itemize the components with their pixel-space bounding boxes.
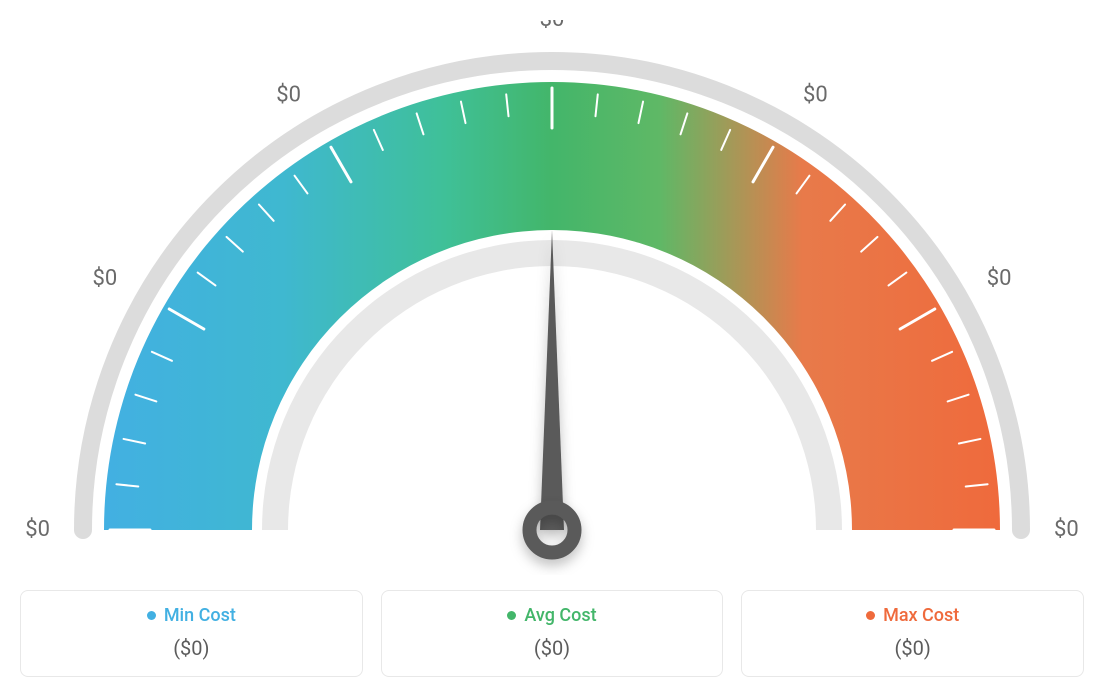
gauge-chart: $0 $0 $0 $0 $0 $0 $0 xyxy=(20,20,1084,580)
svg-text:$0: $0 xyxy=(276,82,301,107)
legend-text-min: Min Cost xyxy=(164,605,236,626)
gauge-svg: $0 $0 $0 $0 $0 $0 $0 xyxy=(20,20,1084,580)
svg-text:$0: $0 xyxy=(93,266,118,291)
svg-text:$0: $0 xyxy=(540,20,565,32)
legend-text-avg: Avg Cost xyxy=(524,605,596,626)
legend-label-min: Min Cost xyxy=(147,605,236,626)
legend-label-max: Max Cost xyxy=(866,605,959,626)
legend-card-avg: Avg Cost ($0) xyxy=(381,590,724,677)
legend-value-avg: ($0) xyxy=(392,636,713,660)
legend-card-max: Max Cost ($0) xyxy=(741,590,1084,677)
legend-label-avg: Avg Cost xyxy=(507,605,596,626)
legend-value-max: ($0) xyxy=(752,636,1073,660)
legend-dot-avg xyxy=(507,611,516,620)
svg-text:$0: $0 xyxy=(1054,517,1079,542)
svg-text:$0: $0 xyxy=(803,82,828,107)
cost-gauge-widget: $0 $0 $0 $0 $0 $0 $0 Min Cost ($0) Avg Cost ($… xyxy=(20,20,1084,677)
legend-value-min: ($0) xyxy=(31,636,352,660)
svg-text:$0: $0 xyxy=(987,266,1012,291)
legend-dot-min xyxy=(147,611,156,620)
svg-text:$0: $0 xyxy=(25,517,50,542)
legend-card-min: Min Cost ($0) xyxy=(20,590,363,677)
legend-row: Min Cost ($0) Avg Cost ($0) Max Cost ($0… xyxy=(20,590,1084,677)
legend-text-max: Max Cost xyxy=(883,605,959,626)
legend-dot-max xyxy=(866,611,875,620)
